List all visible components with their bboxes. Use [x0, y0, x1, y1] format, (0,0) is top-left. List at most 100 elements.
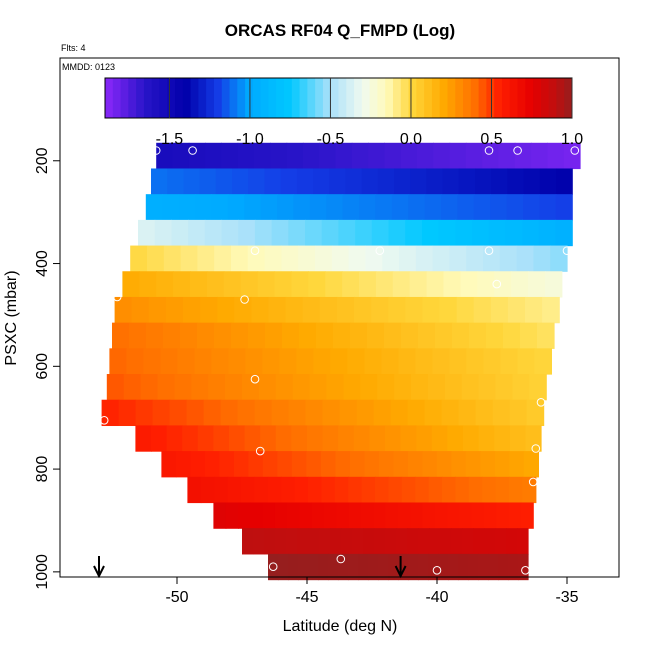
- x-axis: -50 -45 -40 -35: [165, 577, 579, 606]
- heatmap-cell: [441, 194, 458, 221]
- heatmap-cell: [449, 348, 467, 375]
- heatmap-cell: [343, 374, 361, 401]
- heatmap-cell: [274, 271, 292, 298]
- colorbar-segment: [182, 78, 192, 118]
- heatmap-cell: [147, 245, 165, 272]
- heatmap-cell: [245, 348, 263, 375]
- heatmap-cell: [205, 142, 222, 170]
- heatmap-cell: [250, 502, 264, 529]
- heatmap-cell: [391, 194, 409, 221]
- heatmap-cell: [444, 374, 463, 401]
- colorbar-segment: [284, 78, 293, 118]
- heatmap-cell: [471, 502, 485, 529]
- colorbar-segment: [268, 78, 277, 118]
- heatmap-cell: [126, 348, 144, 375]
- heatmap-cell: [385, 425, 402, 452]
- heatmap-cell: [307, 425, 324, 452]
- heatmap-cell: [223, 271, 242, 298]
- heatmap-cell: [129, 322, 147, 349]
- heatmap-cell: [539, 168, 557, 195]
- observation-marker: [521, 566, 530, 575]
- colorbar-segment: [237, 78, 246, 118]
- heatmap-cell: [229, 425, 246, 452]
- heatmap-cell: [291, 451, 307, 478]
- heatmap-cell: [122, 271, 140, 298]
- observation-marker: [188, 146, 197, 155]
- heatmap-cell: [555, 219, 573, 247]
- heatmap-cell: [231, 322, 249, 349]
- heatmap-cell: [424, 399, 443, 427]
- heatmap-cell: [296, 348, 314, 375]
- heatmap-cell: [288, 399, 307, 427]
- heatmap-cell: [348, 245, 366, 272]
- heatmap-cell: [396, 528, 408, 555]
- observation-marker: [513, 146, 522, 155]
- heatmap-cell: [410, 502, 424, 529]
- heatmap-cell: [106, 374, 125, 401]
- colorbar-segment: [354, 78, 363, 118]
- heatmap-cell: [275, 528, 287, 555]
- heatmap-cell: [498, 142, 516, 170]
- heatmap-cell: [556, 168, 573, 195]
- heatmap-cell: [268, 553, 279, 581]
- heatmap-cell: [166, 425, 183, 452]
- heatmap-cell: [486, 322, 504, 349]
- heatmap-cell: [227, 194, 245, 221]
- heatmap-cell: [148, 296, 167, 324]
- colorbar-segment: [377, 78, 386, 118]
- heatmap-cell: [248, 451, 264, 478]
- colorbar-segment: [408, 78, 417, 118]
- heatmap-cell: [469, 322, 487, 349]
- heatmap-cell: [397, 502, 411, 529]
- observation-marker: [250, 374, 260, 384]
- heatmap-cell: [221, 142, 239, 170]
- heatmap-cell: [338, 425, 355, 452]
- colorbar-tick-label: -0.5: [317, 131, 345, 148]
- heatmap-cell: [475, 168, 492, 195]
- heatmap-layer: [101, 142, 581, 581]
- heatmap-cell: [368, 553, 379, 581]
- heatmap-cell: [438, 219, 456, 247]
- heatmap-cell: [465, 142, 483, 170]
- heatmap-cell: [432, 245, 450, 272]
- heatmap-cell: [505, 219, 523, 247]
- heatmap-cell: [447, 425, 464, 452]
- colorbar-segment: [564, 78, 573, 118]
- y-tick-label: 800: [34, 456, 51, 483]
- heatmap-cell: [187, 476, 202, 504]
- colorbar-segment: [548, 78, 557, 118]
- colorbar-segment: [105, 78, 114, 118]
- heatmap-cell: [190, 271, 208, 298]
- heatmap-cell: [509, 451, 525, 478]
- heatmap-cell: [442, 168, 460, 195]
- heatmap-cell: [315, 245, 333, 272]
- heatmap-cell: [418, 322, 436, 349]
- heatmap-cell: [206, 271, 225, 298]
- heatmap-cell: [375, 194, 393, 221]
- heatmap-cell: [211, 194, 229, 221]
- heatmap-cell: [458, 553, 469, 581]
- colorbar-segment: [307, 78, 316, 118]
- heatmap-cell: [480, 451, 496, 478]
- heatmap-cell: [254, 219, 273, 247]
- heatmap-cell: [563, 142, 581, 170]
- heatmap-cell: [405, 296, 423, 324]
- heatmap-cell: [523, 168, 541, 195]
- observation-marker: [570, 146, 580, 155]
- heatmap-cell: [291, 425, 308, 452]
- heatmap-cell: [410, 168, 427, 195]
- heatmap-cell: [308, 553, 319, 581]
- heatmap-cell: [109, 348, 127, 375]
- heatmap-cell: [361, 168, 379, 195]
- heatmap-cell: [281, 245, 299, 272]
- heatmap-cell: [538, 219, 557, 247]
- heatmap-cell: [483, 348, 501, 375]
- heatmap-cell: [299, 502, 313, 529]
- x-tick-label: -45: [295, 589, 318, 606]
- heatmap-cell: [494, 425, 511, 452]
- heatmap-cell: [508, 502, 522, 529]
- heatmap-cell: [228, 348, 246, 375]
- y-tick-label: 600: [34, 353, 51, 380]
- heatmap-cell: [322, 425, 339, 452]
- heatmap-cell: [422, 502, 436, 529]
